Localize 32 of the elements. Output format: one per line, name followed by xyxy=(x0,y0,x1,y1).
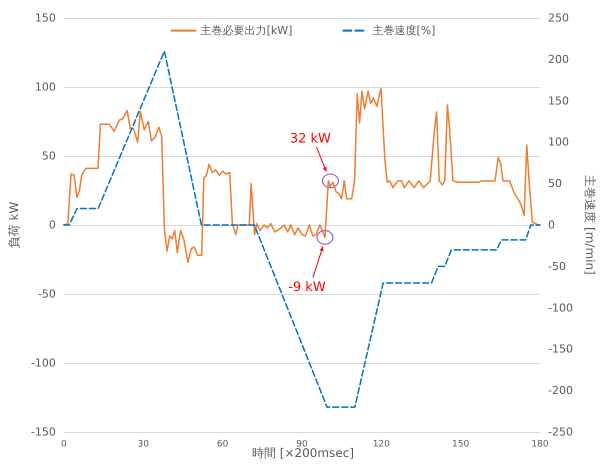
y2-tick-label: -50 xyxy=(548,260,566,273)
annotation: -9 kW xyxy=(288,280,326,295)
y-tick-label: -150 xyxy=(30,426,56,438)
y2-tick-label: 200 xyxy=(548,52,569,66)
y-tick-label: -50 xyxy=(38,288,56,300)
line-series xyxy=(63,50,541,408)
y2-tick-label: -150 xyxy=(548,342,573,356)
y-tick-label: 50 xyxy=(42,150,56,162)
line-series xyxy=(63,88,540,264)
y2-tick-label: -100 xyxy=(548,301,573,314)
y2-tick-label: 0 xyxy=(548,218,555,232)
y2-tick-label: 150 xyxy=(548,94,569,108)
y2-tick-label: -250 xyxy=(548,426,573,438)
y-axis-title: 負荷 kW xyxy=(7,202,21,248)
y-tick-label: -100 xyxy=(30,356,56,370)
x-tick-label: 60 xyxy=(216,440,229,450)
x-tick-label: 0 xyxy=(61,440,67,450)
y-tick-label: 150 xyxy=(34,12,56,24)
x-tick-label: 180 xyxy=(531,440,549,450)
y2-tick-label: 50 xyxy=(548,177,562,190)
y-tick-label: 0 xyxy=(48,218,56,232)
y-tick-label: 100 xyxy=(34,80,56,94)
y2-axis-title: 主巻速度 [m/min] xyxy=(582,175,597,275)
y2-tick-label: -200 xyxy=(548,384,573,398)
legend-label: 主巻必要出力[kW] xyxy=(200,24,292,38)
x-tick-label: 150 xyxy=(452,440,470,450)
y2-tick-label: 100 xyxy=(548,136,569,149)
x-tick-label: 120 xyxy=(372,440,390,450)
x-tick-label: 30 xyxy=(137,440,150,450)
y2-tick-label: 250 xyxy=(548,12,569,24)
legend-label: 主巻速度[%] xyxy=(372,24,436,38)
annotation: 32 kW xyxy=(290,131,332,146)
